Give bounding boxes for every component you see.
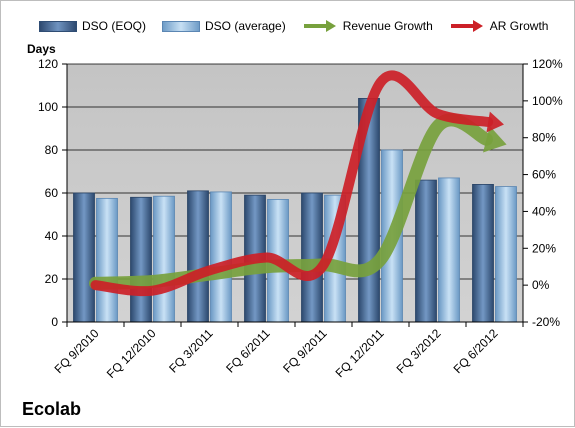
ar-growth-line xyxy=(90,70,494,297)
x-tick-label: FQ 12/2010 xyxy=(104,326,159,381)
y-right-tick-label: 80% xyxy=(532,131,556,145)
growth-lines xyxy=(89,70,507,297)
x-tick-label: FQ 6/2012 xyxy=(451,326,501,376)
bar-dso-average xyxy=(153,195,175,323)
x-tick-label: FQ 3/2011 xyxy=(166,326,216,376)
company-name: Ecolab xyxy=(22,399,82,419)
legend-label-revenue-growth: Revenue Growth xyxy=(342,19,433,33)
y-right-tick-label: -20% xyxy=(532,315,560,329)
legend-item-ar-growth: AR Growth xyxy=(449,19,549,33)
legend-item-dso-average: DSO (average) xyxy=(162,19,286,33)
legend-swatch-dso-average xyxy=(162,20,201,32)
legend-label-dso-eoq: DSO (EOQ) xyxy=(82,19,147,33)
revenue-growth-arrowhead xyxy=(483,126,507,153)
x-tick-label: FQ 9/2010 xyxy=(52,326,102,376)
x-tick-label: FQ 3/2012 xyxy=(394,326,444,376)
legend-swatch-revenue-growth xyxy=(303,20,336,32)
y-left-tick-label: 120 xyxy=(38,57,58,71)
legend-swatch-dso-eoq xyxy=(39,20,77,32)
legend-label-ar-growth: AR Growth xyxy=(489,19,549,33)
y-right-tick-label: 40% xyxy=(532,204,556,218)
bar-dso-eoq xyxy=(301,192,323,323)
legend-item-revenue-growth: Revenue Growth xyxy=(302,19,433,33)
y-left-tick-label: 20 xyxy=(45,272,59,286)
y-left-tick-label: 40 xyxy=(45,229,59,243)
legend-swatch-ar-growth xyxy=(450,20,483,32)
y-left-tick-label: 60 xyxy=(45,186,59,200)
y-left-tick-label: 0 xyxy=(51,315,58,329)
bar-dso-eoq xyxy=(472,183,494,323)
y-right-tick-label: 100% xyxy=(532,94,563,108)
bar-dso-average xyxy=(210,191,232,323)
bar-dso-average xyxy=(96,197,118,323)
y-right-tick-label: 0% xyxy=(532,278,550,292)
legend: DSO (EOQ) DSO (average) Revenue Growth A… xyxy=(39,15,564,37)
bar-dso-average xyxy=(438,177,460,323)
y-left-tick-label: 100 xyxy=(38,100,58,114)
x-tick-label: FQ 12/2011 xyxy=(333,326,387,380)
y-right-tick-label: 60% xyxy=(532,168,556,182)
y-right-tick-label: 20% xyxy=(532,241,556,255)
bar-dso-eoq xyxy=(187,190,209,323)
legend-item-dso-eoq: DSO (EOQ) xyxy=(39,19,146,33)
legend-label-dso-average: DSO (average) xyxy=(205,19,286,33)
ar-growth-arrowhead xyxy=(486,111,504,133)
y-left-tick-label: 80 xyxy=(45,143,59,157)
bar-dso-eoq xyxy=(415,179,437,323)
y-right-tick-label: 120% xyxy=(532,57,563,71)
bar-dso-eoq xyxy=(130,196,152,323)
bars xyxy=(73,98,517,323)
x-tick-label: FQ 6/2011 xyxy=(223,326,273,376)
bar-dso-average xyxy=(495,186,517,323)
y-axis-left-title: Days xyxy=(27,42,56,56)
x-tick-label: FQ 9/2011 xyxy=(280,326,330,376)
bar-dso-eoq xyxy=(73,192,95,323)
